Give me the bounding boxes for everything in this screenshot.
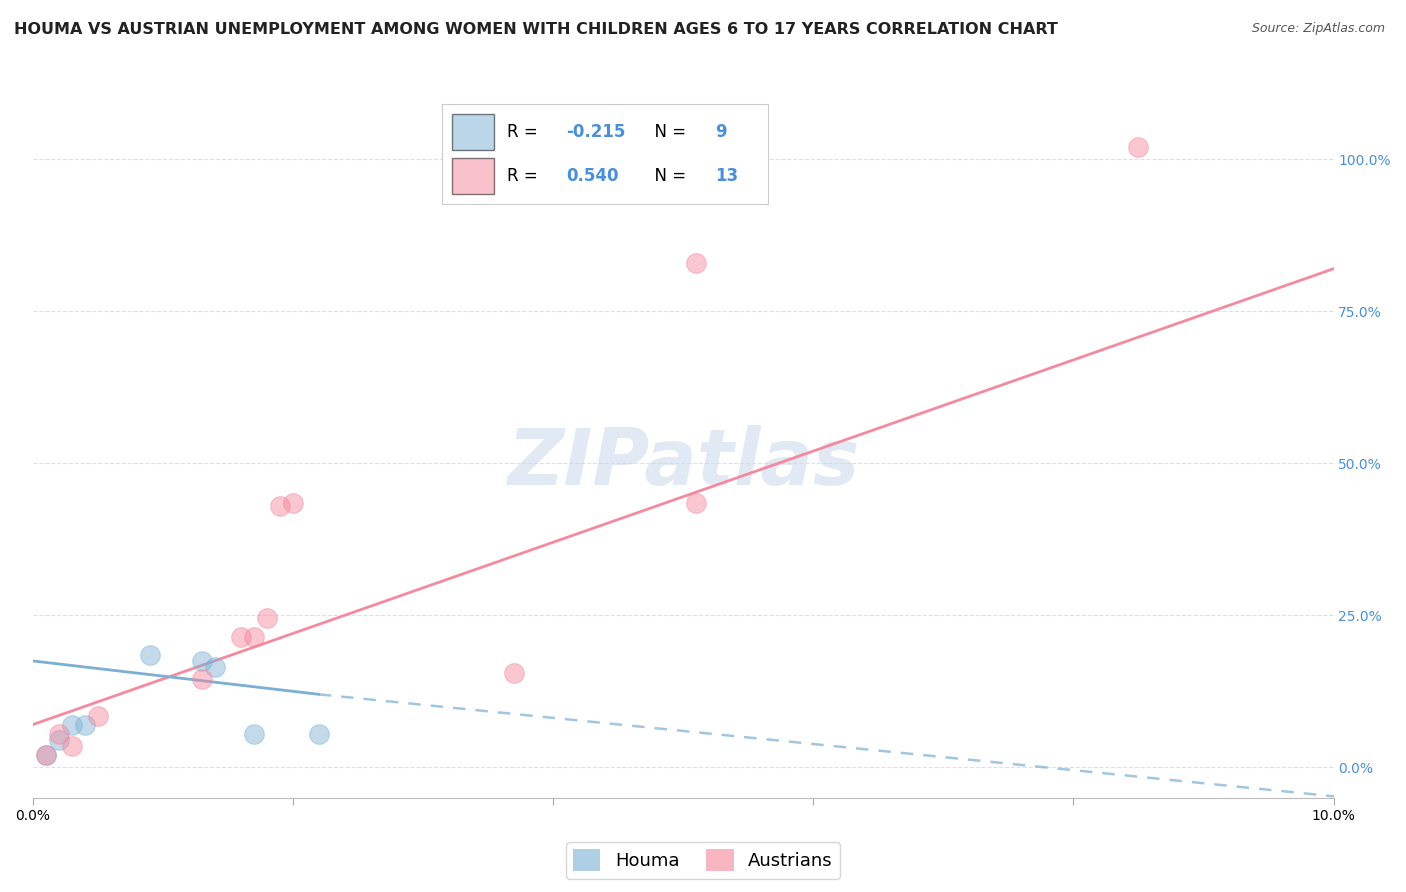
Point [60,717,83,731]
Point [308,727,330,741]
Point [60,739,83,753]
Point [86,708,108,723]
Point [34,748,56,763]
Point [256,611,278,625]
Point [34,748,56,763]
Point [1128,140,1150,154]
Point [48,733,70,747]
Point [269,499,291,513]
Text: ZIPatlas: ZIPatlas [508,425,859,501]
Point [229,630,252,644]
Point [685,496,707,510]
Point [242,727,264,741]
Point [73,717,96,731]
Text: HOUMA VS AUSTRIAN UNEMPLOYMENT AMONG WOMEN WITH CHILDREN AGES 6 TO 17 YEARS CORR: HOUMA VS AUSTRIAN UNEMPLOYMENT AMONG WOM… [14,22,1057,37]
Point [204,660,226,674]
Text: Source: ZipAtlas.com: Source: ZipAtlas.com [1251,22,1385,36]
Point [502,666,524,681]
Point [190,672,212,686]
Point [138,648,160,662]
Point [242,630,264,644]
Legend: Houma, Austrians: Houma, Austrians [567,842,839,879]
Point [190,654,212,668]
Point [685,255,707,269]
Point [281,496,304,510]
Point [48,727,70,741]
